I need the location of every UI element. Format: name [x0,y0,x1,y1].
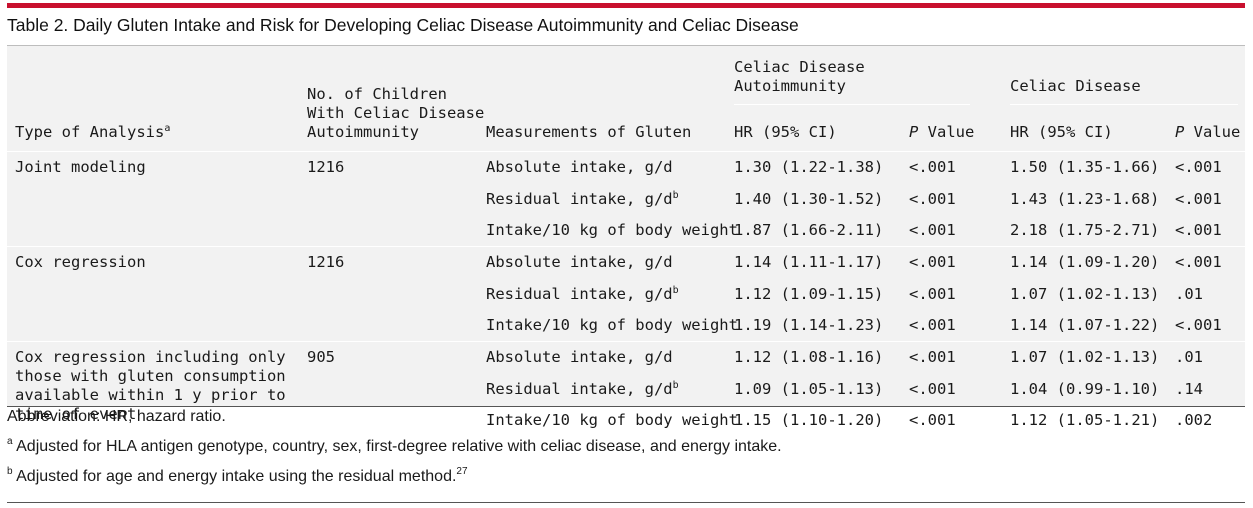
cell-cd-p: .002 [1175,411,1213,430]
table-row: Residual intake, g/db 1.12 (1.09-1.15) <.0… [7,278,1245,310]
table-row: Intake/10 kg of body weight 1.87 (1.66-2.… [7,215,1245,247]
bottom-rule [7,502,1245,503]
cell-cd-hr: 1.07 (1.02-1.13) [1010,341,1175,374]
cell-cd-hr: 1.07 (1.02-1.13) [1010,284,1160,303]
results-table-body: Joint modeling 1216 Absolute intake, g/d 1.… [7,150,1245,437]
cell-cd-p: .01 [1175,284,1203,303]
cell-type-of-analysis: Joint modeling [7,150,307,247]
header-cda-hr: HR (95% CI) [734,123,837,141]
cell-cd-hr: 2.18 (1.75-2.71) [1010,220,1160,239]
cell-cd-hr: 1.12 (1.05-1.21) [1010,411,1160,430]
cell-cd-p: <.001 [1175,151,1245,184]
results-table-container: Type of Analysisa No. of Children With C… [7,45,1245,437]
cell-cd-p: .14 [1175,379,1203,398]
footnote-abbreviation: Abbreviation: HR, hazard ratio. [7,408,226,425]
footnote-a: a Adjusted for HLA antigen genotype, cou… [7,436,782,456]
measurement-label: Absolute intake, g/d [486,158,673,177]
cell-measurement: Intake/10 kg of body weight [486,310,738,342]
cell-type-of-analysis: Cox regression including only those with… [7,341,307,437]
cell-cda-hr: 1.09 (1.05-1.13) [734,379,884,398]
cell-measurement: Absolute intake, g/d [486,151,734,184]
table-title: Table 2. Daily Gluten Intake and Risk fo… [7,15,799,35]
cell-cda-hr: 1.19 (1.14-1.23) [734,316,884,335]
cell-measurement: Residual intake, g/db [486,183,734,215]
cell-number-of-children: 905 [307,341,486,437]
cell-cd-p: <.001 [1175,220,1222,239]
header-measurements: Measurements of Gluten [486,123,692,141]
cell-cd-hr: 1.14 (1.09-1.20) [1010,246,1175,279]
cell-number-of-children: 1216 [307,246,486,342]
cell-measurement: Absolute intake, g/d [486,246,734,279]
cell-cda-p: <.001 [909,379,956,398]
measurement-label: Residual intake, g/d [486,379,673,398]
measurement-label: Intake/10 kg of body weight [486,316,738,335]
cell-measurement: Residual intake, g/db [486,278,734,310]
cell-cd-hr: 1.43 (1.23-1.68) [1010,189,1160,208]
cell-type-of-analysis: Cox regression [7,246,307,342]
cell-cda-hr: 1.12 (1.08-1.16) [734,341,909,374]
top-accent-rule [7,3,1245,8]
table-row: Cox regression including only those with… [7,341,1245,437]
cell-cda-p: <.001 [909,246,1010,279]
cell-cd-hr: 1.04 (0.99-1.10) [1010,379,1160,398]
cell-cda-hr: 1.87 (1.66-2.11) [734,220,884,239]
cell-cda-hr: 1.12 (1.09-1.15) [734,284,884,303]
cell-cda-p: <.001 [909,220,956,239]
table-row: Residual intake, g/db 1.09 (1.05-1.13) <.0… [7,373,1245,405]
footnote-marker: b [672,284,679,296]
measurement-label: Absolute intake, g/d [486,348,673,367]
header-cd-hr: HR (95% CI) [1010,123,1113,141]
cell-cda-p: <.001 [909,189,956,208]
cell-cda-p: <.001 [909,341,1010,374]
header-group-cd: Celiac Disease [1010,46,1245,114]
cell-cd-hr: 1.50 (1.35-1.66) [1010,151,1175,184]
header-cda-p: P Value [909,123,975,141]
header-group-cda: Celiac Disease Autoimmunity [734,46,1010,114]
cell-cd-p: <.001 [1175,316,1222,335]
cell-cda-hr: 1.14 (1.11-1.17) [734,246,909,279]
cell-cda-p: <.001 [909,284,956,303]
cell-cda-hr: 1.40 (1.30-1.52) [734,189,884,208]
header-type-of-analysis: Type of Analysisa [15,123,171,141]
footnote-marker: b [672,379,679,391]
results-table: Type of Analysisa No. of Children With C… [7,46,1245,437]
measurement-label: Residual intake, g/d [486,284,673,303]
cell-measurement: Intake/10 kg of body weight [486,405,738,437]
header-cd-p: P Value [1175,123,1241,141]
cell-cd-p: <.001 [1175,246,1245,279]
table-row: Cox regression 1216 Absolute intake, g/d 1.… [7,246,1245,342]
measurement-label: Residual intake, g/d [486,189,673,208]
cell-cd-hr: 1.14 (1.07-1.22) [1010,316,1160,335]
cell-measurement: Intake/10 kg of body weight [486,215,738,247]
cell-cda-p: <.001 [909,411,956,430]
cell-measurement: Absolute intake, g/d [486,341,734,374]
table-row: Intake/10 kg of body weight 1.19 (1.14-1.… [7,310,1245,342]
measurement-label: Intake/10 kg of body weight [486,411,738,430]
header-number-of-children: No. of Children With Celiac Disease Auto… [307,85,485,141]
table-row: Intake/10 kg of body weight 1.15 (1.10-1.… [7,405,1245,437]
footnote-marker: b [672,189,679,201]
measurement-label: Intake/10 kg of body weight [486,220,738,239]
cell-number-of-children: 1216 [307,150,486,247]
table-row: Residual intake, g/db 1.40 (1.30-1.52) <.0… [7,183,1245,215]
cell-cda-p: <.001 [909,151,1010,184]
cell-cda-hr: 1.30 (1.22-1.38) [734,151,909,184]
footnote-b: b Adjusted for age and energy intake usi… [7,466,468,486]
cell-cda-p: <.001 [909,316,956,335]
cell-cda-hr: 1.15 (1.10-1.20) [734,411,884,430]
cell-cd-p: .01 [1175,341,1245,374]
cell-cd-p: <.001 [1175,189,1222,208]
table-row: Joint modeling 1216 Absolute intake, g/d 1.… [7,150,1245,247]
measurement-label: Absolute intake, g/d [486,253,673,272]
cell-measurement: Residual intake, g/db [486,373,734,405]
